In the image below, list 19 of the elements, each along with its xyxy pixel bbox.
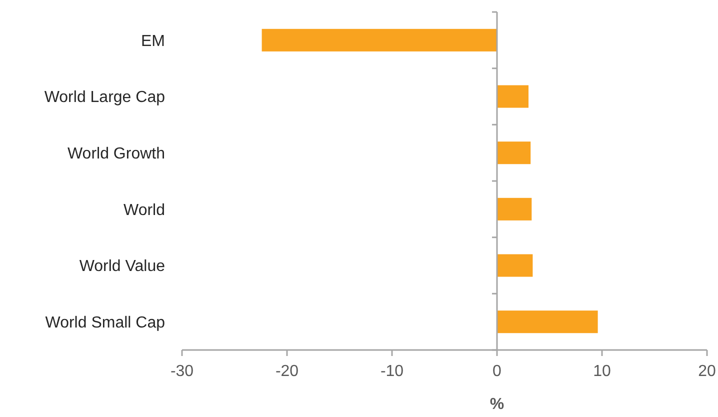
x-tick-label: 10 — [593, 363, 611, 380]
y-tick-label: World — [124, 202, 165, 219]
y-tick-label: World Growth — [67, 145, 165, 162]
x-tick-label: -30 — [170, 363, 194, 380]
x-axis-title: % — [490, 396, 504, 413]
y-tick-label: World Value — [79, 258, 166, 276]
bar — [497, 254, 533, 277]
x-tick-label: -20 — [275, 363, 299, 380]
y-tick-label: World Small Cap — [45, 314, 166, 332]
x-tick-label: 0 — [492, 363, 502, 380]
y-tick-label: World Large Cap — [44, 89, 166, 106]
x-tick-label: 20 — [698, 363, 716, 380]
bar — [497, 310, 598, 334]
y-tick-label: EM — [141, 32, 165, 50]
bar — [262, 28, 497, 52]
bar — [497, 142, 531, 164]
x-tick-label: -10 — [380, 363, 404, 380]
bar — [497, 85, 528, 108]
bar — [497, 198, 532, 220]
